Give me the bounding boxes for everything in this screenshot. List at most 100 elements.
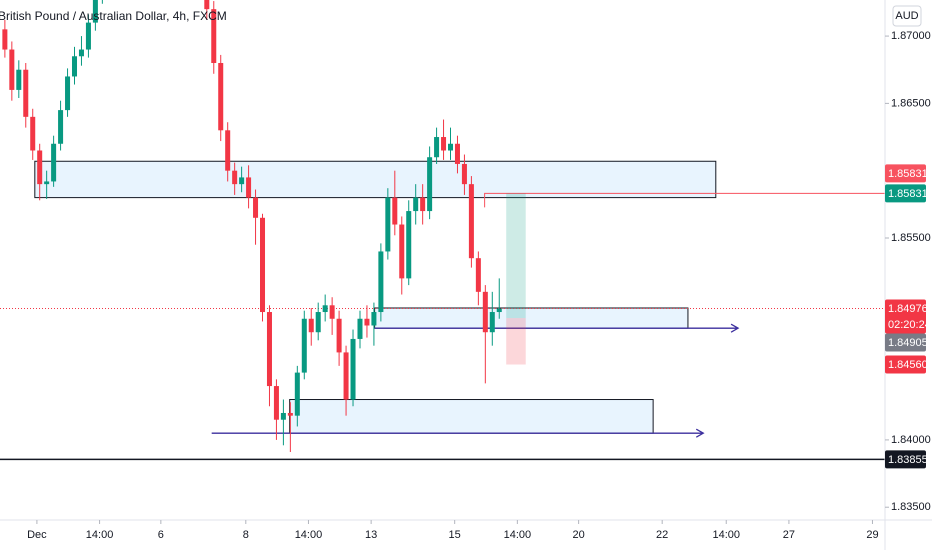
x-tick-label: 15 [449, 529, 461, 541]
price-badge [885, 355, 926, 374]
candle-body [30, 116, 36, 151]
target-line [484, 192, 885, 208]
candle-body [211, 9, 217, 63]
candle-body [315, 312, 321, 333]
price-badge [885, 333, 926, 352]
candle-body [16, 69, 22, 90]
candle-body [364, 318, 370, 326]
candle-body [294, 372, 300, 416]
candle-body [413, 197, 419, 212]
chart-title: British Pound / Australian Dollar, 4h, F… [0, 9, 227, 23]
candle-body [434, 137, 440, 158]
candle-body [37, 150, 43, 185]
candle-body [65, 76, 71, 111]
x-tick-label: 8 [243, 529, 249, 541]
price-badge [885, 450, 926, 469]
candle-body [385, 197, 391, 252]
candle-body [343, 352, 349, 400]
currency: AUD [895, 10, 918, 22]
price-badge-label: 1.84905 [888, 337, 928, 349]
candle-body [454, 143, 460, 164]
candle-body [273, 386, 279, 420]
candle-body [392, 197, 398, 225]
price-badge [885, 164, 926, 183]
candle-body [232, 170, 238, 185]
candle-body [322, 305, 328, 313]
candle-body [496, 308, 502, 313]
candle-body [78, 49, 84, 57]
candle-body [406, 211, 412, 279]
countdown: 02:20:24 [888, 319, 931, 331]
candle-body [239, 177, 245, 185]
candle-body [92, 0, 98, 23]
x-tick-label: 27 [783, 529, 795, 541]
price-badge-label: 1.83855 [888, 454, 928, 466]
candle-body [420, 197, 426, 212]
candle-body [266, 312, 272, 387]
currency-box [892, 5, 922, 27]
candle-body [71, 56, 78, 77]
candle-body [280, 412, 286, 420]
zone [374, 307, 689, 329]
candle-body [371, 312, 377, 326]
x-tick-label: 14:00 [712, 529, 740, 541]
arrow [211, 428, 705, 438]
candle-body [350, 338, 356, 400]
candle-body [475, 258, 481, 292]
candle-body [329, 305, 335, 319]
candle-body [9, 49, 15, 90]
x-tick-label: 14:00 [86, 529, 114, 541]
candle-body [301, 318, 307, 373]
y-tick-label: 1.87000 [891, 30, 931, 42]
arrow [374, 323, 740, 333]
zone [34, 160, 717, 199]
plot-area [0, 0, 885, 461]
price-badge-label: 1.84560 [888, 359, 928, 371]
x-tick-label: 14:00 [504, 529, 532, 541]
candle-body [23, 69, 29, 117]
y-tick-label: 1.85500 [891, 232, 931, 244]
candle-body [85, 22, 91, 50]
price-badge-label: 1.85831 [888, 168, 928, 180]
candle-body [399, 224, 405, 279]
x-tick-label: Dec [27, 529, 47, 541]
price-badge-label: 1.84976 [888, 303, 928, 315]
candle-body [225, 130, 231, 171]
price-badge [885, 184, 926, 203]
x-tick-label: 22 [656, 529, 668, 541]
candle-body [427, 157, 433, 212]
x-tick-label: 13 [365, 529, 377, 541]
candle-body [336, 318, 342, 353]
candle-body [448, 143, 454, 151]
price-badge [885, 299, 926, 334]
y-tick-label: 1.86500 [891, 97, 931, 109]
x-tick-label: 6 [158, 529, 164, 541]
candle-body [218, 62, 224, 131]
candle-body [489, 312, 495, 333]
candle-body [468, 184, 474, 259]
candle-body [482, 291, 488, 333]
candle-body [58, 110, 64, 144]
y-tick-label: 1.84000 [891, 434, 931, 446]
candle-body [287, 412, 293, 416]
candle-body [461, 163, 467, 185]
zone [289, 399, 654, 434]
price-badge-label: 1.85831 [888, 188, 928, 200]
position-profit [506, 193, 526, 319]
candle-body [259, 217, 266, 313]
candle-body [253, 197, 259, 218]
x-tick-label: 14:00 [295, 529, 323, 541]
x-tick-label: 20 [573, 529, 585, 541]
candle-body [204, 0, 210, 10]
candle-body [441, 137, 447, 151]
x-tick-label: 29 [866, 529, 878, 541]
position-loss [506, 318, 526, 365]
candle-body [2, 29, 8, 50]
candle-body [44, 181, 50, 185]
candle-body [357, 318, 363, 339]
y-tick-label: 1.83500 [891, 501, 931, 513]
candle-body [308, 318, 314, 333]
candle-body [51, 143, 57, 182]
candle-body [246, 177, 252, 198]
